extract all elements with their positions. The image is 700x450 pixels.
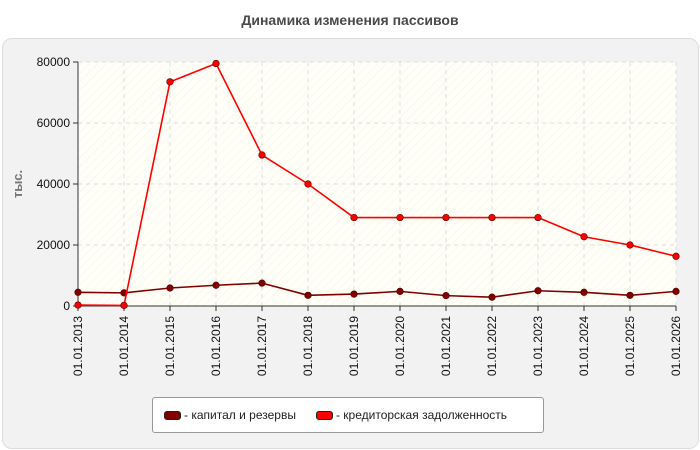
y-tick-label: 20000 (37, 238, 71, 252)
data-point (488, 213, 496, 222)
data-point (626, 241, 634, 249)
x-tick-label: 01.01.2019 (347, 316, 361, 376)
data-point (672, 287, 680, 295)
data-point (442, 213, 450, 222)
data-point (396, 287, 404, 295)
x-tick-label: 01.01.2015 (163, 316, 177, 376)
legend-label-payables: - кредиторская задолженность (335, 408, 508, 422)
data-point (74, 288, 82, 296)
axes: 0 20000 40000 60000 80000 01.01.2013 01.01.201… (37, 55, 683, 376)
x-tick-label: 01.01.2024 (577, 316, 591, 376)
legend-item-payables: - кредиторская задолженность (315, 408, 508, 422)
x-tick-label: 01.01.2017 (255, 316, 269, 376)
x-tick-label: 01.01.2018 (301, 316, 315, 376)
data-point (166, 78, 174, 86)
chart-legend: - капитал и резервы - кредиторская задол… (152, 397, 544, 433)
series-line-1 (77, 62, 677, 307)
data-point (212, 281, 220, 289)
chart-title: Динамика изменения пассивов (241, 12, 459, 28)
y-axis-label: тыс. (10, 170, 25, 198)
y-tick-label: 80000 (37, 55, 71, 69)
data-point (212, 59, 220, 68)
x-tick-label: 01.01.2022 (485, 316, 499, 376)
data-point (258, 279, 266, 287)
legend-item-capital: - капитал и резервы (164, 408, 296, 422)
x-tick-label: 01.01.2013 (71, 316, 85, 376)
y-tick-label: 40000 (37, 177, 71, 191)
data-point (672, 252, 680, 260)
data-point (304, 291, 312, 299)
legend-swatch-capital (164, 410, 181, 420)
x-tick-label: 01.01.2021 (439, 316, 453, 376)
x-tick-label: 01.01.2016 (209, 316, 223, 376)
series-line-0 (77, 282, 677, 298)
data-point (74, 301, 82, 309)
legend-text-payables: кредиторская задолженность (343, 408, 508, 422)
y-tick-label: 0 (63, 299, 70, 313)
data-point (626, 291, 634, 299)
legend-text-capital: капитал и резервы (191, 408, 296, 422)
data-point (534, 287, 542, 295)
series-lines (74, 59, 680, 309)
x-tick-label: 01.01.2025 (623, 316, 637, 376)
data-point (580, 288, 588, 296)
legend-label-capital: - капитал и резервы (184, 408, 296, 422)
data-point (166, 284, 174, 292)
data-point (304, 180, 312, 188)
data-point (488, 293, 496, 301)
data-point (258, 151, 266, 159)
data-point (580, 233, 588, 241)
data-point (350, 213, 358, 222)
x-tick-label: 01.01.2026 (669, 316, 683, 376)
x-tick-label: 01.01.2014 (117, 316, 131, 376)
data-point (442, 292, 450, 300)
x-tick-label: 01.01.2023 (531, 316, 545, 376)
x-tick-label: 01.01.2020 (393, 316, 407, 376)
data-point (120, 301, 128, 309)
y-tick-label: 60000 (37, 116, 71, 130)
legend-swatch-payables (315, 410, 333, 420)
data-point (534, 213, 542, 222)
data-point (350, 290, 358, 298)
data-point (396, 213, 404, 222)
